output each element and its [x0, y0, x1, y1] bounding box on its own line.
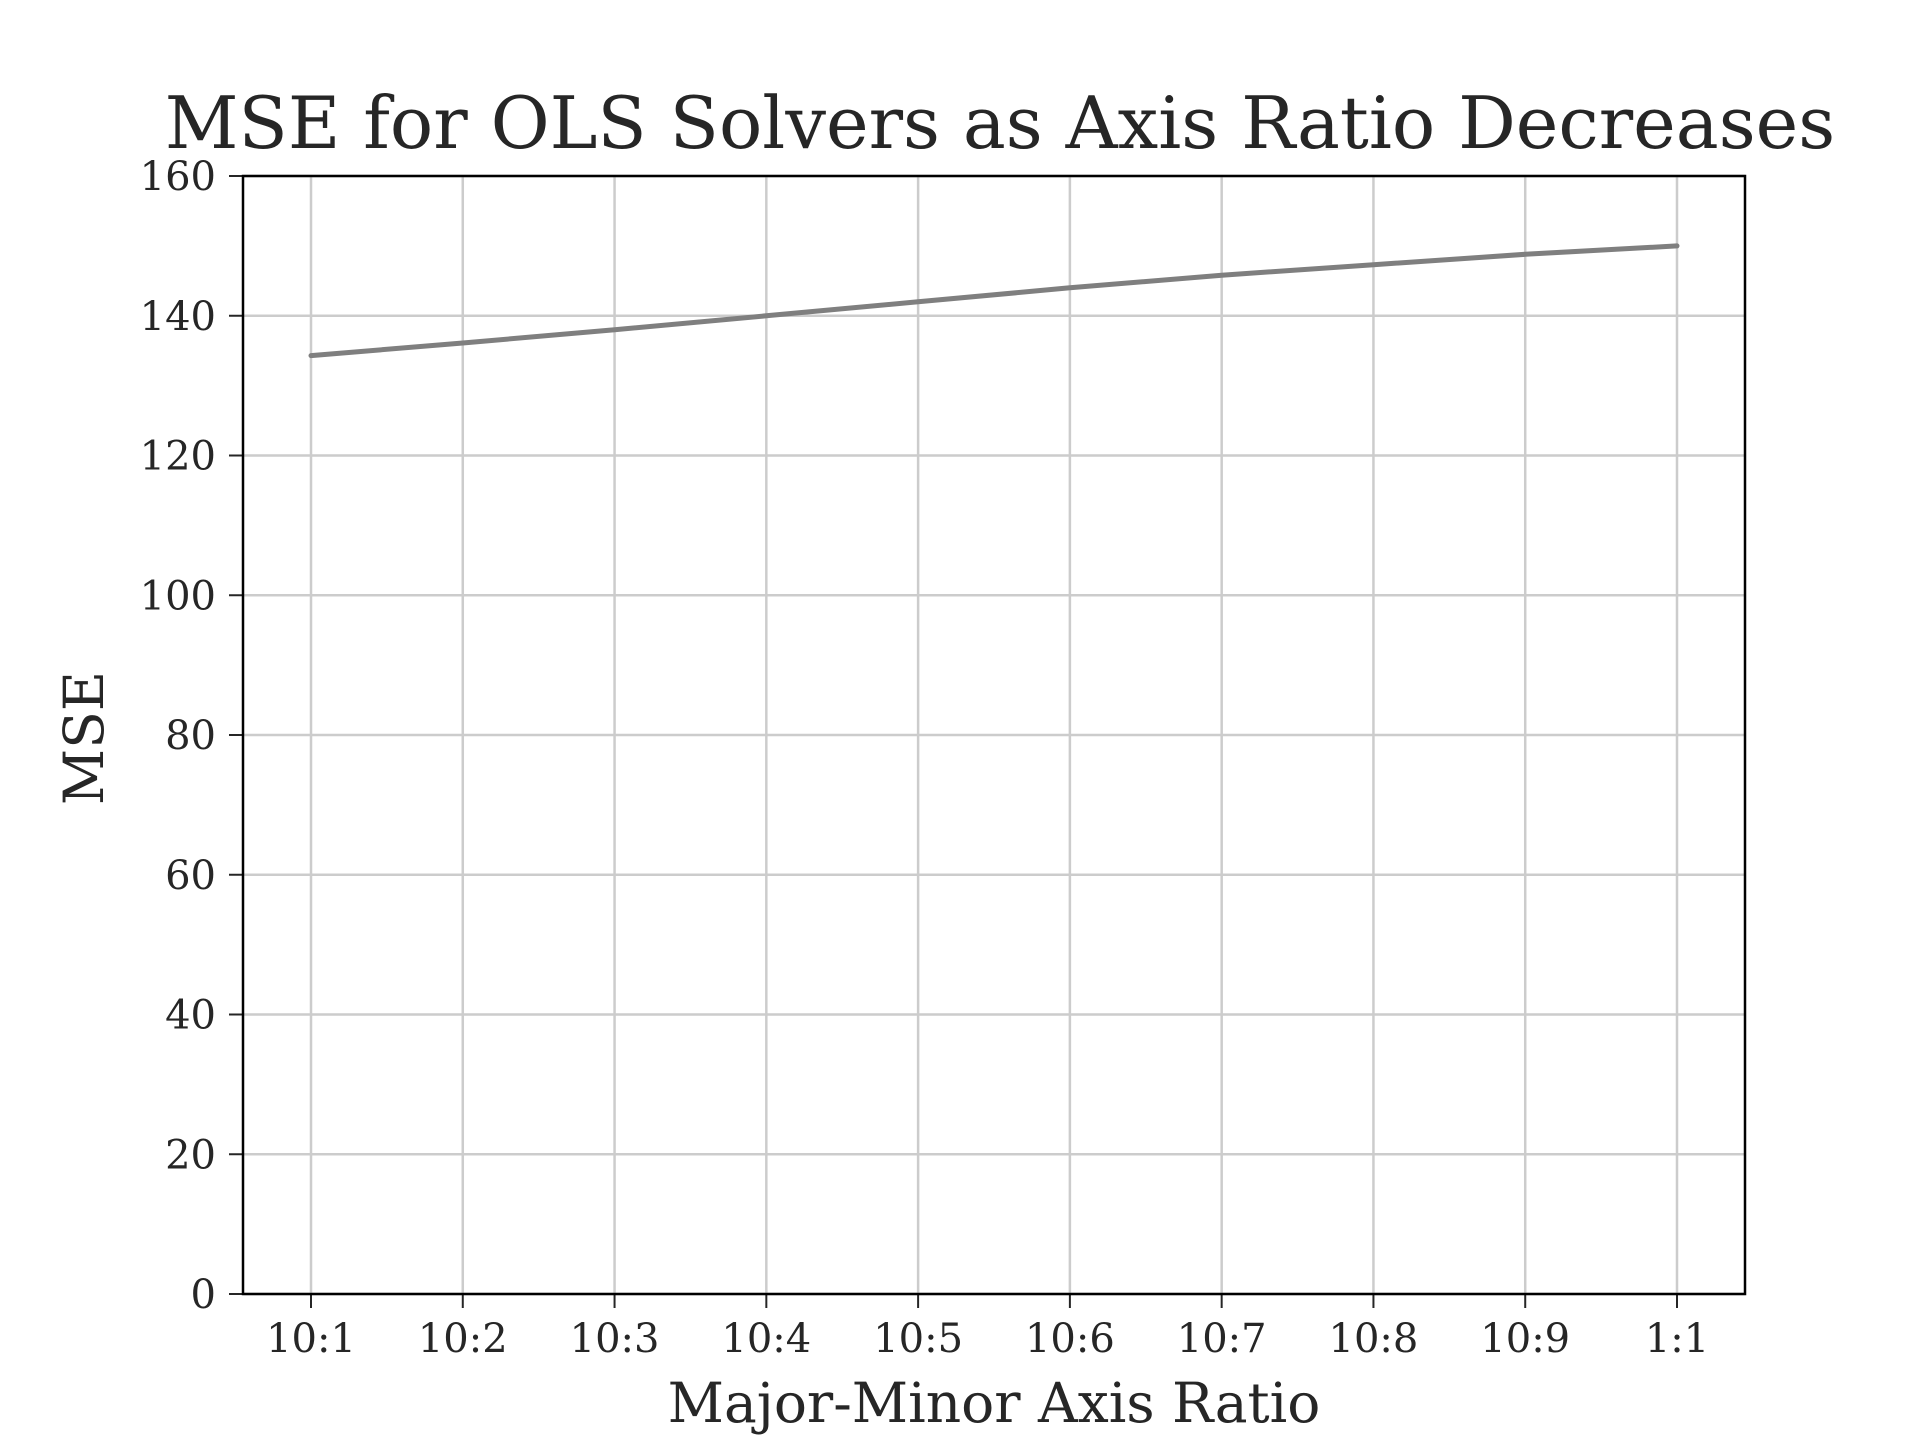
x-tick-label: 1:1	[1645, 1316, 1709, 1362]
x-tick-label: 10:4	[721, 1316, 811, 1362]
x-tick-label: 10:3	[570, 1316, 660, 1362]
plot-frame	[241, 174, 1747, 1296]
y-tick-label: 20	[165, 1132, 216, 1178]
x-axis-ticks: 10:1 10:2 10:3 10:4 10:5 10:6 10:7 10:8 10:9 1:1	[266, 1294, 1709, 1362]
x-axis-label: Major-Minor Axis Ratio	[668, 1371, 1321, 1435]
y-tick-label: 120	[140, 434, 216, 480]
x-tick-label: 10:9	[1480, 1316, 1570, 1362]
x-tick-label: 10:6	[1025, 1316, 1115, 1362]
series-line	[308, 243, 1680, 359]
series-group	[308, 243, 1680, 359]
y-tick-label: 140	[140, 294, 216, 340]
x-tick-label: 10:5	[873, 1316, 963, 1362]
y-tick-label: 80	[165, 713, 216, 759]
y-tick-label: 100	[140, 573, 216, 619]
y-axis-label: MSE	[52, 671, 116, 805]
x-tick-label: 10:8	[1329, 1316, 1419, 1362]
y-tick-label: 160	[140, 154, 216, 200]
y-tick-label: 40	[165, 993, 216, 1039]
x-tick-label: 10:1	[266, 1316, 356, 1362]
y-tick-label: 0	[191, 1272, 216, 1318]
x-tick-label: 10:2	[418, 1316, 508, 1362]
y-tick-label: 60	[165, 853, 216, 899]
grid-lines	[243, 174, 1745, 1296]
chart-title: MSE for OLS Solvers as Axis Ratio Decrea…	[165, 81, 1835, 165]
y-axis-ticks: 0 20 40 60 80 100 120 140 160	[140, 154, 243, 1318]
x-tick-label: 10:7	[1177, 1316, 1267, 1362]
